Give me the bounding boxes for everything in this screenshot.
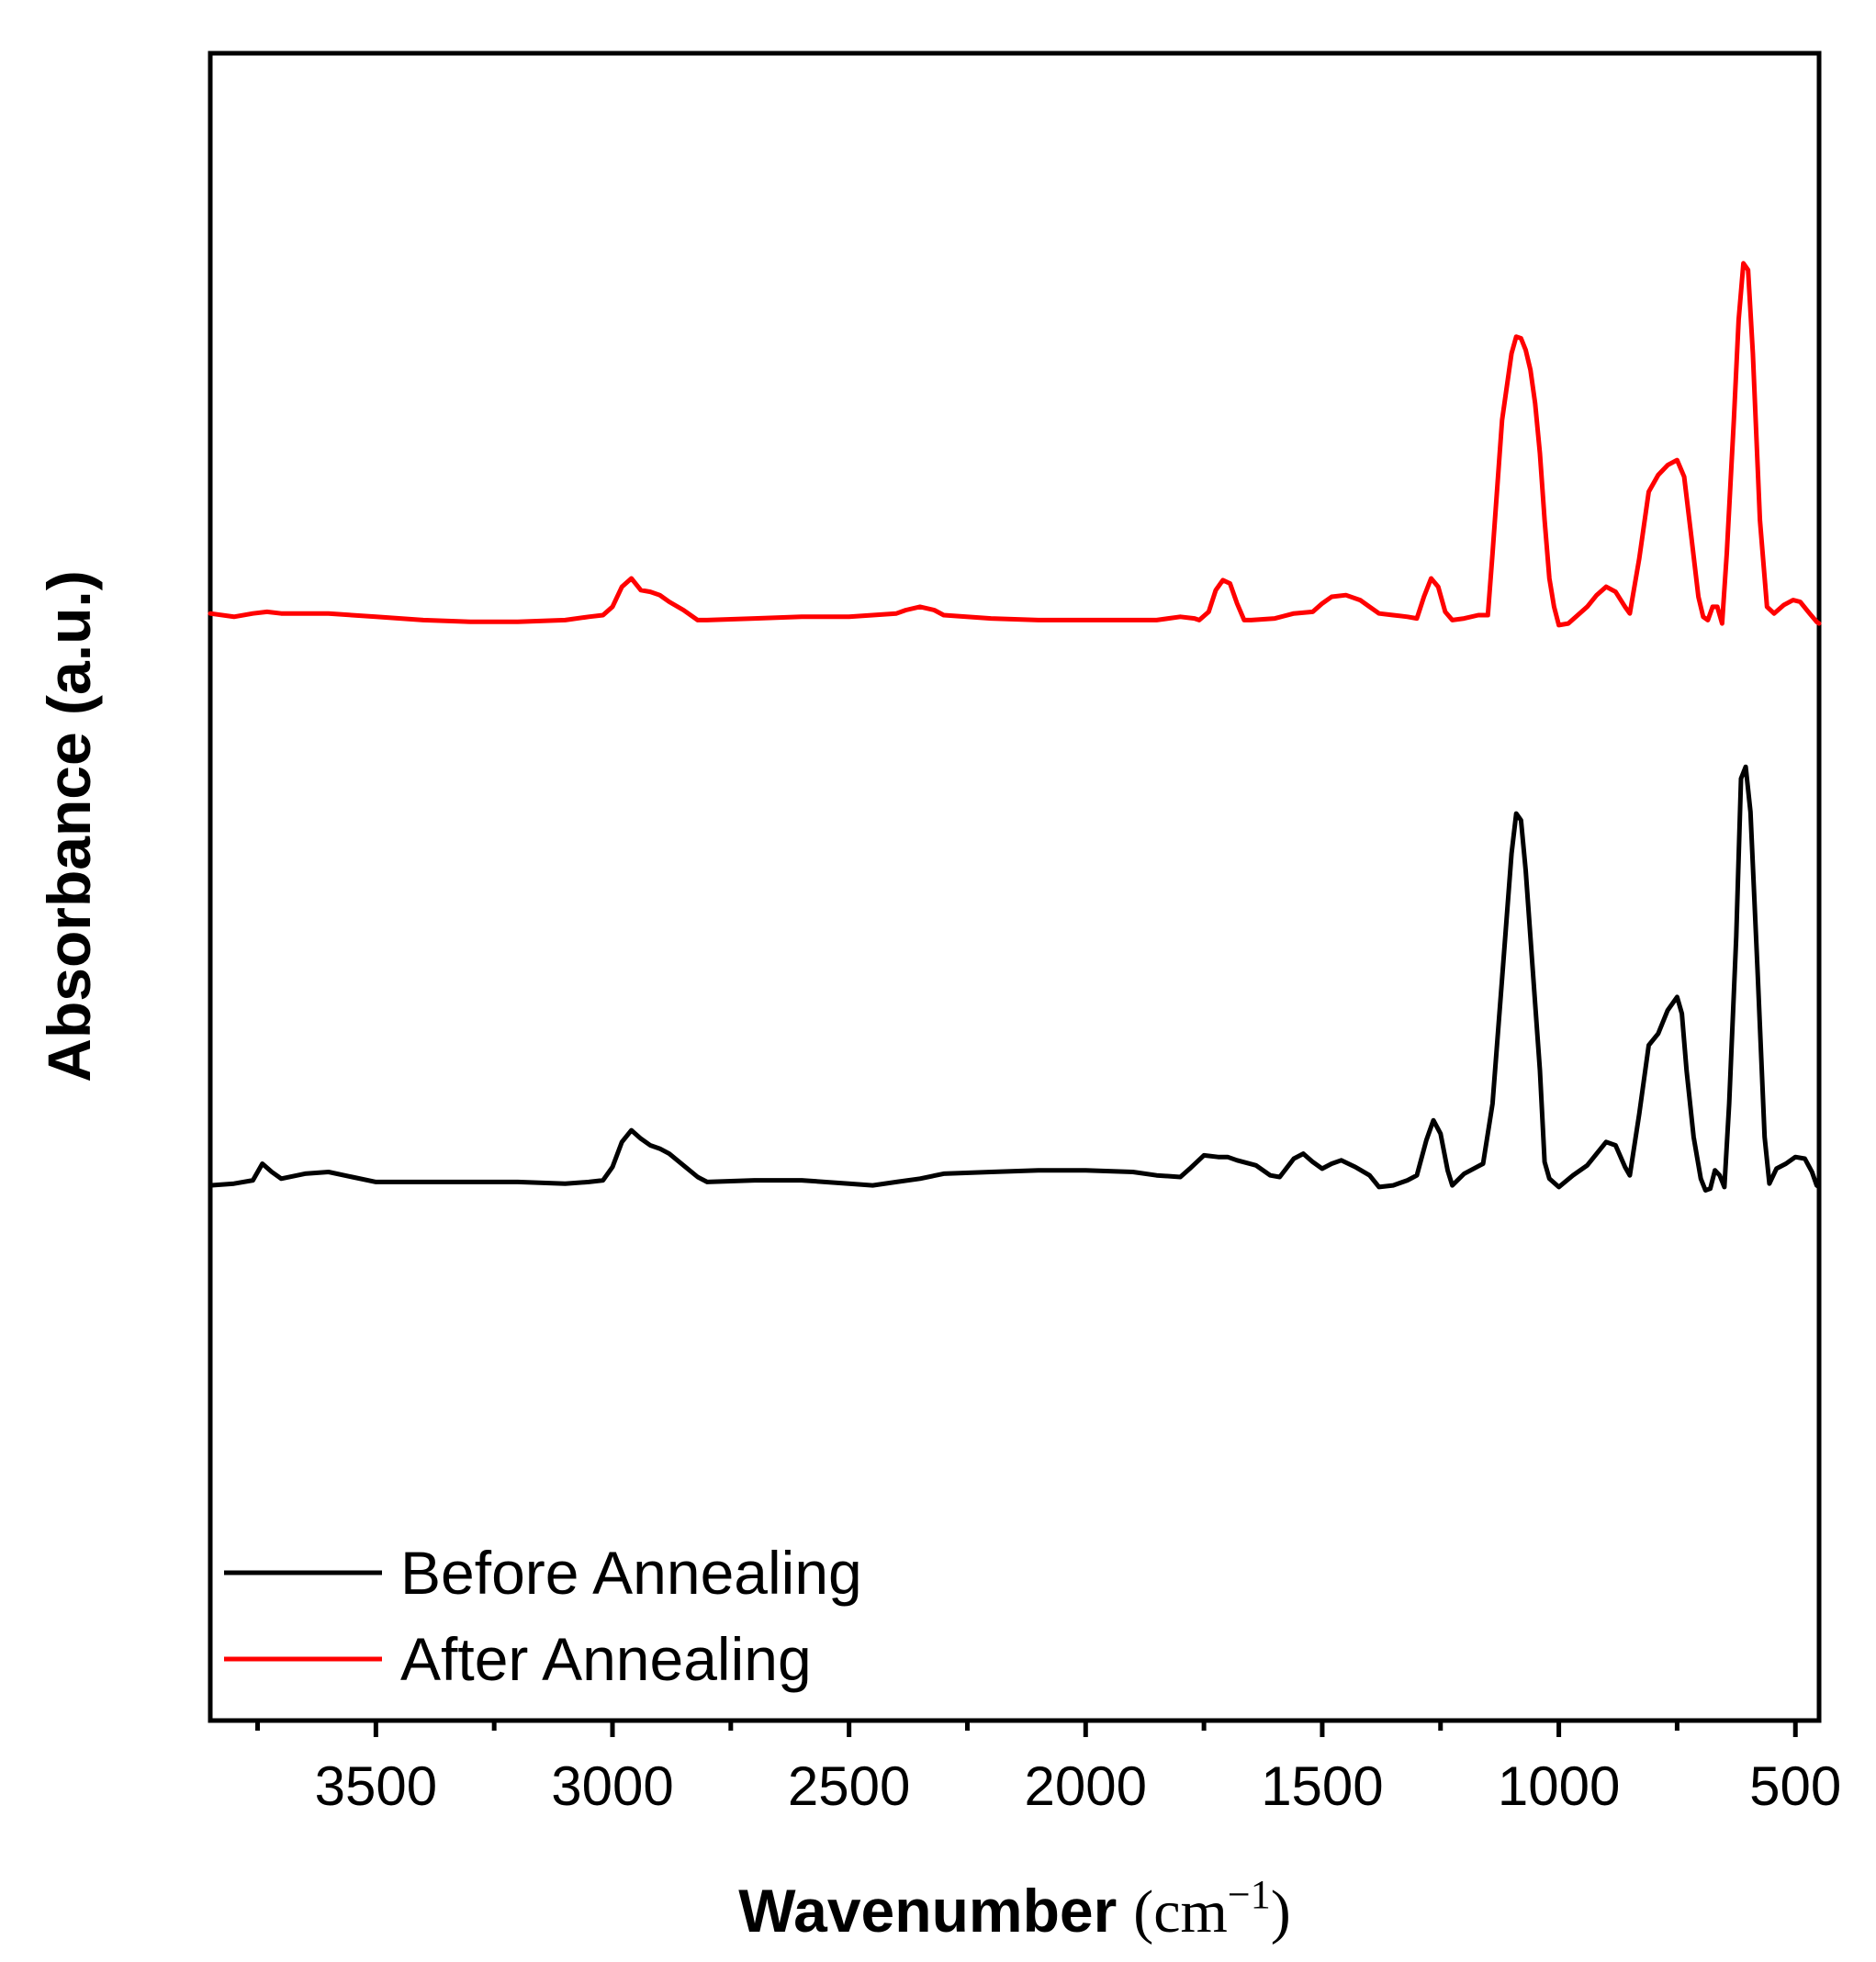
legend-label-before-annealing: Before Annealing — [400, 1539, 862, 1607]
x-axis-title-unit-open: (cm — [1133, 1878, 1228, 1945]
series-line-after-annealing — [208, 261, 1822, 628]
series-line-before-annealing — [208, 764, 1822, 1193]
series-group — [208, 261, 1822, 1193]
x-axis-title-unit-exponent: −1 — [1228, 1872, 1271, 1917]
plot-frame — [208, 50, 1822, 1723]
y-axis-title: Absorbance (a.u.) — [35, 570, 103, 1082]
x-tick-label: 1500 — [1261, 1755, 1383, 1817]
x-tick-label: 3500 — [315, 1755, 437, 1817]
x-axis-title-unit-close: ) — [1271, 1878, 1291, 1945]
x-tick-label: 2000 — [1025, 1755, 1147, 1817]
legend-label-after-annealing: After Annealing — [400, 1625, 812, 1693]
x-tick-label: 1000 — [1498, 1755, 1620, 1817]
x-tick-label: 2500 — [788, 1755, 910, 1817]
x-axis-title-main: Wavenumber — [738, 1877, 1117, 1945]
x-tick-label: 500 — [1749, 1755, 1841, 1817]
x-axis-tick-labels: 3500 3000 2500 2000 1500 1000 500 — [315, 1755, 1842, 1817]
x-tick-label: 3000 — [551, 1755, 673, 1817]
x-axis-title: Wavenumber (cm−1) — [738, 1872, 1290, 1945]
x-axis-ticks — [255, 1721, 1798, 1737]
legend: Before Annealing After Annealing — [224, 1539, 862, 1693]
